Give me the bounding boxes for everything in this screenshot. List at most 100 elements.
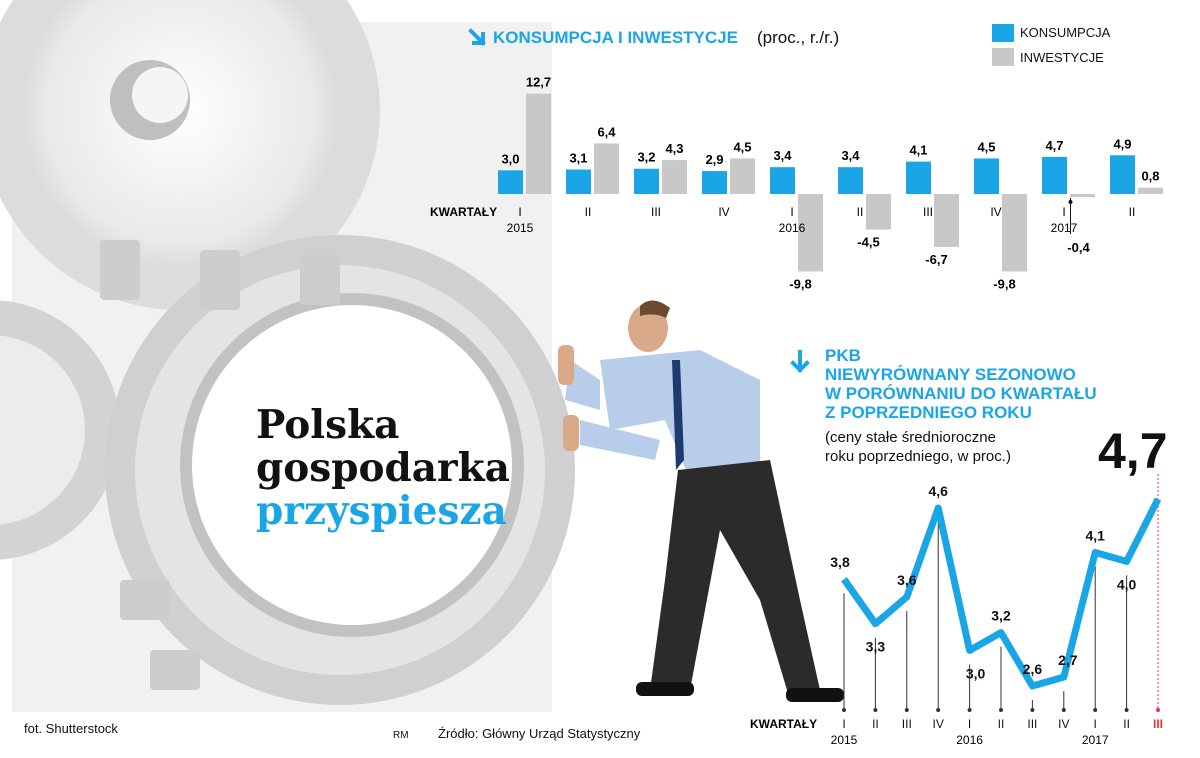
tick-label: I — [518, 205, 521, 219]
data-label-pkb: 3,3 — [866, 639, 886, 655]
tick-label: I — [1062, 205, 1065, 219]
data-label-konsumpcja: 4,5 — [977, 139, 995, 154]
data-label-pkb: 4,1 — [1085, 528, 1105, 544]
tick-label: II — [857, 205, 864, 219]
pkb-series-line — [841, 497, 1162, 690]
data-label-pkb: 3,2 — [991, 608, 1011, 624]
data-label-inwestycje: 0,8 — [1141, 169, 1159, 184]
arrow-down-icon — [790, 350, 810, 373]
tick-label: II — [585, 205, 592, 219]
bar-inwestycje — [1070, 194, 1095, 198]
axis-label: KWARTAŁY — [430, 205, 497, 219]
tick-label: III — [923, 205, 933, 219]
bar-konsumpcja — [1110, 155, 1135, 194]
tick-label: I — [790, 205, 793, 219]
year-label: 2016 — [956, 733, 983, 747]
headline-line-1: Polska — [256, 402, 400, 448]
tick-label: I — [1094, 717, 1097, 731]
data-label-inwestycje: -4,5 — [857, 235, 879, 250]
tick-label: I — [968, 717, 971, 731]
base-dot — [1061, 708, 1066, 712]
bar-konsumpcja — [974, 158, 999, 194]
bar-inwestycje — [798, 194, 823, 272]
data-label-inwestycje: -6,7 — [925, 252, 947, 267]
bar-inwestycje — [1138, 187, 1163, 194]
arrow-down-right-icon — [468, 28, 486, 46]
data-label-inwestycje: -0,4 — [1067, 240, 1090, 255]
data-label-konsumpcja: 3,1 — [569, 151, 587, 166]
bar-konsumpcja — [906, 161, 931, 194]
bar-chart-konsumpcja-inwestycje: 3,012,7I3,16,4II3,24,3III2,94,5IV3,4-9,8… — [430, 75, 1163, 291]
bar-konsumpcja — [770, 167, 795, 194]
chart2-big-value: 4,7 — [1098, 423, 1168, 479]
chart2-title-line: Z POPRZEDNIEGO ROKU — [825, 403, 1032, 422]
photo-credit: fot. Shutterstock — [24, 721, 118, 736]
tick-label: IV — [990, 205, 1001, 219]
tick-label: IV — [1058, 717, 1069, 731]
data-label-konsumpcja: 3,0 — [501, 151, 519, 166]
data-label-konsumpcja: 4,7 — [1045, 138, 1063, 153]
base-dot — [936, 708, 941, 712]
chart2-subtitle-line: (ceny stałe średnioroczne — [825, 429, 996, 446]
legend-swatch-konsumpcja — [992, 24, 1014, 42]
data-label-pkb: 3,0 — [966, 665, 986, 681]
data-label-pkb: 4,6 — [928, 483, 948, 499]
headline-line-2: gospodarka — [256, 445, 510, 491]
data-label-konsumpcja: 3,4 — [841, 148, 860, 163]
data-label-pkb: 2,7 — [1058, 652, 1078, 668]
source-note: Źródło: Główny Urząd Statystyczny — [438, 726, 641, 741]
chart2-title-line: W PORÓWNANIU DO KWARTAŁU — [825, 384, 1097, 403]
bar-inwestycje — [866, 194, 891, 230]
tick-label: IV — [933, 717, 944, 731]
axis-label: KWARTAŁY — [750, 717, 817, 731]
chart1-title: KONSUMPCJA I INWESTYCJE — [493, 28, 738, 47]
bar-konsumpcja — [1042, 156, 1067, 194]
year-label: 2015 — [507, 221, 534, 235]
tick-label: IV — [718, 205, 729, 219]
chart2-subtitle-line: roku poprzedniego, w proc.) — [825, 448, 1011, 465]
tick-label: III — [902, 717, 912, 731]
base-dot — [999, 708, 1003, 712]
bar-inwestycje — [594, 143, 619, 194]
data-label-pkb: 3,6 — [897, 572, 917, 588]
bar-inwestycje — [662, 160, 687, 194]
base-dot — [1093, 708, 1098, 712]
data-label-konsumpcja: 3,2 — [637, 150, 655, 165]
data-label-konsumpcja: 3,4 — [773, 148, 792, 163]
data-label-pkb: 4,0 — [1117, 576, 1137, 592]
data-label-inwestycje: 4,5 — [733, 139, 751, 154]
base-dot — [967, 708, 972, 712]
big-gear-icon — [105, 235, 575, 705]
tick-label: III — [1153, 717, 1163, 731]
bar-konsumpcja — [634, 168, 659, 194]
base-dot — [904, 708, 909, 712]
chart2-title-line: NIEWYRÓWNANY SEZONOWO — [825, 365, 1076, 384]
base-dot — [842, 708, 846, 712]
data-label-konsumpcja: 4,9 — [1113, 136, 1131, 151]
data-label-inwestycje: 12,7 — [526, 75, 551, 90]
data-label-pkb: 3,8 — [830, 554, 850, 570]
bar-inwestycje — [1002, 194, 1027, 272]
chart2-title: PKB NIEWYRÓWNANY SEZONOWO W PORÓWNANIU D… — [825, 346, 1097, 422]
data-label-inwestycje: 6,4 — [597, 124, 616, 139]
bar-konsumpcja — [566, 169, 591, 194]
headline: Polska gospodarka przyspiesza — [256, 404, 510, 533]
data-label-konsumpcja: 2,9 — [705, 152, 723, 167]
legend-swatch-inwestycje — [992, 48, 1014, 66]
bar-inwestycje — [526, 93, 551, 194]
businessman-figure-icon — [558, 300, 844, 702]
base-dot — [1156, 708, 1160, 712]
data-label-konsumpcja: 4,1 — [909, 143, 927, 158]
author-initials: RM — [393, 730, 409, 741]
bar-inwestycje — [934, 194, 959, 247]
year-label: 2017 — [1082, 733, 1109, 747]
left-gear-icon — [0, 300, 120, 560]
headline-line-3: przyspiesza — [256, 488, 507, 534]
data-label-inwestycje: -9,8 — [993, 276, 1015, 291]
top-gear-icon — [0, 0, 380, 310]
base-dot — [1030, 708, 1035, 712]
year-label: 2015 — [831, 733, 858, 747]
gear-teeth-icon — [100, 240, 340, 690]
